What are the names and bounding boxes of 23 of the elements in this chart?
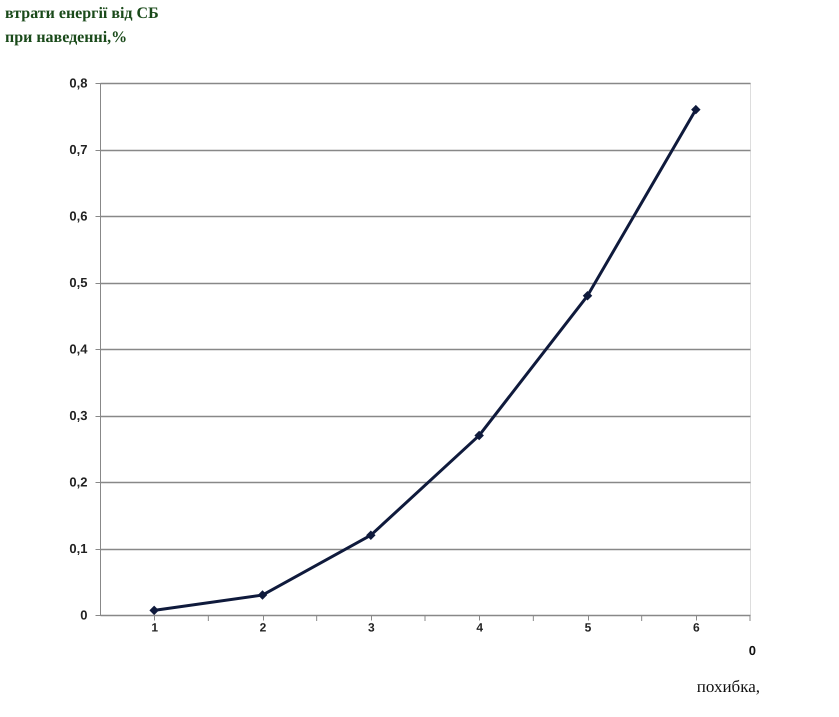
x-tick-label: 5	[584, 620, 592, 634]
y-axis-title: втрати енергії від СБ при наведенні,%	[5, 5, 159, 46]
y-tick-label: 0,5	[69, 275, 88, 290]
y-tick-label: 0,8	[69, 76, 88, 90]
point	[258, 590, 268, 600]
y-tick-label: 0,1	[69, 541, 88, 556]
point	[366, 530, 376, 540]
point	[149, 606, 159, 616]
point	[582, 291, 592, 301]
y-tick-label: 0,4	[69, 342, 88, 356]
x-tick-label: 1	[151, 620, 158, 634]
point	[691, 104, 701, 114]
y-tick-label: 0,7	[69, 142, 88, 157]
y-tick-label: 0	[80, 608, 88, 622]
x-tick-label: 3	[368, 620, 375, 634]
y-tick-label: 0,2	[69, 474, 88, 490]
y-tick-label: 0,6	[69, 208, 88, 224]
x-tick-label: 2	[260, 620, 267, 634]
point	[474, 430, 484, 440]
y-tick-label: 0,3	[69, 408, 88, 423]
x-tick-label: 4	[476, 620, 484, 634]
x-tick-label: 6	[692, 620, 700, 634]
x-axis-title: похибка,0	[696, 643, 760, 696]
